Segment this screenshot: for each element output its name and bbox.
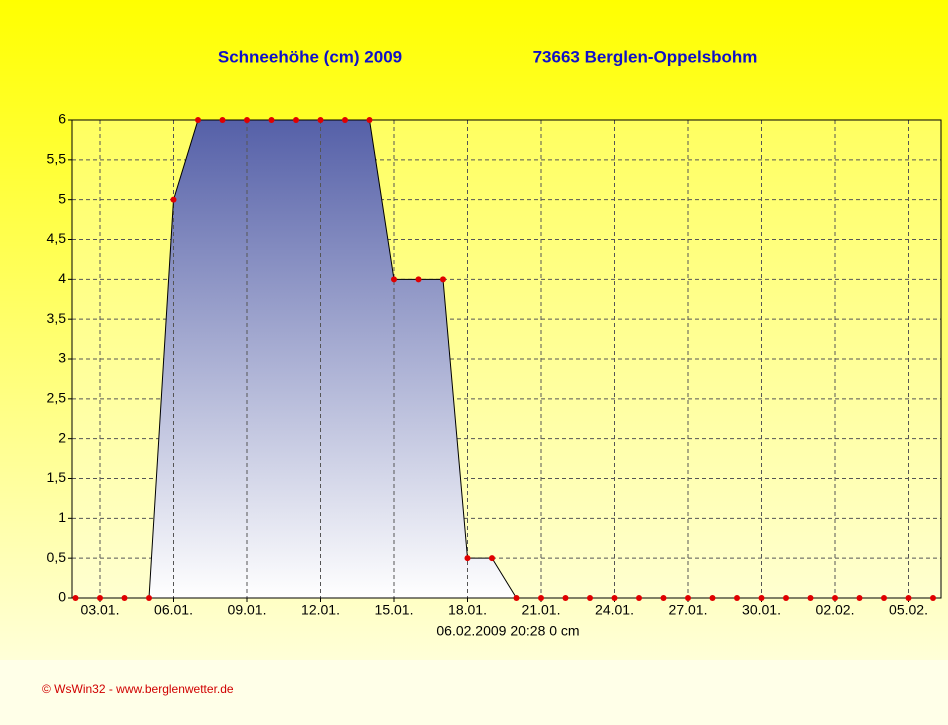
y-tick-label: 0 — [58, 589, 66, 605]
marker — [146, 595, 152, 601]
marker — [660, 595, 667, 601]
marker — [464, 555, 471, 562]
marker — [219, 117, 226, 123]
marker — [121, 595, 128, 601]
x-tick-label: 27.01. — [669, 602, 708, 618]
marker — [489, 555, 495, 562]
marker — [170, 196, 177, 203]
x-tick-label: 12.01. — [301, 602, 340, 618]
y-tick-label: 5,5 — [47, 151, 67, 167]
area — [75, 120, 933, 598]
marker — [783, 595, 789, 601]
credit: © WsWin32 - www.berglenwetter.de — [42, 682, 234, 696]
x-tick-label: 18.01. — [448, 602, 487, 618]
x-tick-label: 06.01. — [154, 602, 193, 618]
x-tick-label: 03.01. — [81, 602, 120, 618]
x-tick-label: 09.01. — [228, 602, 267, 618]
x-tick-label: 30.01. — [742, 602, 781, 618]
marker — [195, 117, 201, 123]
marker — [268, 117, 275, 123]
marker — [391, 276, 397, 283]
y-tick-label: 1 — [58, 509, 66, 525]
marker — [244, 117, 250, 123]
chart-subtitle: 73663 Berglen-Oppelsbohm — [533, 47, 758, 66]
marker — [440, 276, 446, 283]
info-text: 06.02.2009 20:28 0 cm — [436, 623, 579, 639]
y-tick-label: 5 — [58, 190, 66, 206]
marker — [342, 117, 348, 123]
marker — [587, 595, 593, 601]
y-tick-label: 0,5 — [47, 549, 67, 565]
x-tick-label: 15.01. — [375, 602, 414, 618]
footer-background — [0, 660, 948, 725]
marker — [562, 595, 569, 601]
x-tick-label: 05.02. — [889, 602, 928, 618]
marker — [685, 595, 691, 601]
y-tick-label: 3,5 — [47, 310, 67, 326]
marker — [97, 595, 103, 601]
y-tick-label: 3 — [58, 350, 66, 366]
y-tick-label: 2 — [58, 429, 66, 445]
line — [75, 119, 933, 599]
plot-frame — [71, 119, 942, 599]
marker — [72, 595, 79, 601]
marker — [513, 595, 520, 601]
marker — [611, 595, 618, 601]
marker — [881, 595, 887, 601]
y-tick-label: 1,5 — [47, 469, 67, 485]
x-tick-label: 24.01. — [595, 602, 634, 618]
marker — [832, 595, 838, 601]
marker — [734, 595, 740, 601]
marker — [538, 595, 544, 601]
marker — [415, 276, 422, 283]
y-tick-label: 2,5 — [47, 390, 67, 406]
marker — [636, 595, 642, 601]
x-tick-label: 21.01. — [522, 602, 561, 618]
marker — [905, 595, 912, 601]
marker — [709, 595, 716, 601]
chart-title: Schneehöhe (cm) 2009 — [218, 47, 402, 66]
y-tick-label: 4 — [58, 270, 66, 286]
marker — [366, 117, 373, 123]
marker — [856, 595, 863, 601]
x-tick-label: 02.02. — [816, 602, 855, 618]
marker — [758, 595, 765, 601]
marker — [807, 595, 814, 601]
marker — [293, 117, 299, 123]
marker — [317, 117, 324, 123]
y-tick-label: 4,5 — [47, 230, 67, 246]
y-tick-label: 6 — [58, 111, 66, 127]
marker — [930, 595, 936, 601]
